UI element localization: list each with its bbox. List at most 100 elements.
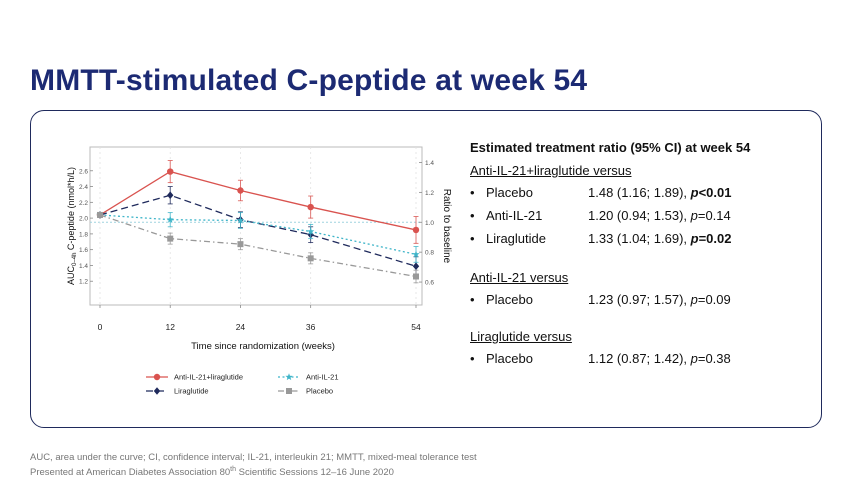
stats-group-label: Liraglutide versus	[470, 329, 572, 344]
estimate-value: 1.23 (0.97; 1.57), p=0.09	[588, 288, 731, 311]
stats-row: • Liraglutide 1.33 (1.04; 1.69), p=0.02	[470, 227, 790, 250]
data-point	[237, 241, 244, 248]
stats-row: • Anti-IL-21 1.20 (0.94; 1.53), p=0.14	[470, 204, 790, 227]
footer-presented-sup: th	[230, 466, 236, 473]
y2-tick-label: 0.8	[425, 250, 434, 257]
footer-presented-text-2: Scientific Sessions 12–16 June 2020	[236, 467, 394, 479]
bullet: •	[470, 208, 475, 223]
comparator-label: Liraglutide	[486, 231, 546, 246]
legend-swatch-marker	[285, 373, 293, 381]
estimate-ci: 1.48 (1.16; 1.89),	[588, 185, 691, 200]
stats-panel: Estimated treatment ratio (95% CI) at we…	[470, 136, 790, 370]
p-value-number: =0.14	[697, 208, 731, 223]
y-tick-label: 1.8	[79, 231, 88, 238]
x-tick-label: 0	[98, 322, 103, 332]
estimate-ci: 1.33 (1.04; 1.69),	[588, 231, 691, 246]
comparator-label: Placebo	[486, 351, 533, 366]
x-tick-label: 12	[165, 322, 175, 332]
legend-label: Placebo	[306, 387, 333, 396]
p-value: p<0.01	[691, 185, 732, 200]
estimate-value: 1.33 (1.04; 1.69), p=0.02	[588, 227, 731, 250]
footer-presented-text: Presented at American Diabetes Associati…	[30, 467, 231, 479]
p-value-number: =0.09	[697, 292, 731, 307]
comparator-label: Placebo	[486, 185, 533, 200]
comparator-label: Anti-IL-21	[486, 208, 543, 223]
y-tick-label: 2.2	[79, 200, 88, 207]
comparator-label: Placebo	[486, 292, 533, 307]
footer: AUC, area under the curve; CI, confidenc…	[30, 452, 477, 479]
footer-abbreviations: AUC, area under the curve; CI, confidenc…	[30, 452, 477, 463]
estimate-value: 1.20 (0.94; 1.53), p=0.14	[588, 204, 731, 227]
data-point	[413, 273, 419, 280]
data-point	[236, 216, 245, 224]
p-value-label: p	[690, 185, 699, 200]
stats-group-label: Anti-IL-21+liraglutide versus	[470, 163, 632, 178]
data-point	[307, 255, 314, 262]
stats-row: • Placebo 1.48 (1.16; 1.89), p<0.01	[470, 181, 790, 204]
legend-label: Anti-IL-21+liraglutide	[174, 373, 243, 382]
y2-axis-label: Ratio to baseline	[441, 189, 452, 264]
data-point	[307, 227, 315, 235]
estimate-ci: 1.23 (0.97; 1.57),	[588, 292, 691, 307]
series-line	[99, 170, 417, 231]
estimate-ci: 1.12 (0.87; 1.42),	[588, 351, 691, 366]
stats-groups: Anti-IL-21+liraglutide versus • Placebo 1.4…	[470, 161, 790, 370]
estimate-value: 1.48 (1.16; 1.89), p<0.01	[588, 181, 731, 204]
line-chart: 1.21.41.61.82.02.22.42.60.60.81.01.21.40…	[66, 146, 452, 396]
legend-swatch-marker	[153, 373, 161, 381]
data-point	[167, 235, 174, 242]
y-tick-label: 1.2	[79, 279, 88, 286]
estimate-ci: 1.20 (0.94; 1.53),	[588, 208, 691, 223]
data-point	[412, 250, 420, 258]
data-point	[166, 215, 174, 223]
x-tick-label: 36	[306, 322, 316, 332]
y-axis-label-sub: 0–4h	[72, 253, 78, 266]
x-axis-label: Time since randomization (weeks)	[191, 341, 335, 352]
data-point	[412, 262, 420, 271]
data-point	[167, 168, 174, 175]
y-axis-label-rest: C-peptide (nmol*h/L)	[66, 167, 76, 253]
stats-group: Anti-IL-21+liraglutide versus • Placebo 1.4…	[470, 161, 790, 250]
legend-swatch-marker	[153, 387, 161, 395]
p-value-label: p	[690, 231, 699, 246]
slide-title: MMTT-stimulated C-peptide at week 54	[30, 64, 588, 97]
series-line	[99, 214, 417, 278]
stats-row: • Placebo 1.23 (0.97; 1.57), p=0.09	[470, 288, 790, 311]
stats-group-label: Anti-IL-21 versus	[470, 270, 569, 285]
p-value: p=0.14	[691, 208, 731, 223]
y2-tick-label: 0.6	[425, 280, 434, 287]
p-value-label: p	[690, 292, 698, 307]
y2-tick-label: 1.2	[425, 190, 434, 197]
data-point	[307, 203, 314, 211]
y-axis-label: AUC0–4h C-peptide (nmol*h/L)	[66, 167, 78, 285]
p-value-number: =0.38	[697, 351, 731, 366]
p-value-number: =0.02	[698, 231, 732, 246]
bullet: •	[470, 231, 475, 246]
y-tick-label: 2.4	[79, 184, 88, 191]
stats-heading: Estimated treatment ratio (95% CI) at we…	[470, 140, 751, 155]
y-tick-label: 2.6	[79, 168, 88, 175]
bullet: •	[470, 351, 475, 366]
stats-row: • Placebo 1.12 (0.87; 1.42), p=0.38	[470, 347, 790, 370]
y-tick-label: 1.4	[79, 263, 88, 270]
legend-swatch-marker	[286, 388, 292, 394]
bullet: •	[470, 185, 475, 200]
x-tick-label: 54	[411, 322, 421, 332]
y2-tick-label: 1.4	[425, 160, 434, 167]
bullet: •	[470, 292, 475, 307]
series-line	[99, 214, 417, 256]
x-tick-label: 24	[236, 322, 246, 332]
p-value-number: <0.01	[698, 185, 732, 200]
y-tick-label: 1.6	[79, 247, 88, 254]
legend-label: Liraglutide	[174, 387, 209, 396]
stats-group: Anti-IL-21 versus • Placebo 1.23 (0.97; 1.5…	[470, 268, 790, 311]
p-value: p=0.09	[691, 292, 731, 307]
stats-group: Liraglutide versus • Placebo 1.12 (0.87; 1.…	[470, 327, 790, 370]
legend-label: Anti-IL-21	[306, 373, 339, 382]
p-value-label: p	[690, 208, 698, 223]
data-point	[97, 211, 103, 218]
footer-presented: Presented at American Diabetes Associati…	[30, 464, 477, 479]
data-point	[237, 187, 244, 194]
y-axis-label-main: AUC	[66, 265, 76, 285]
y-tick-label: 2.0	[79, 216, 88, 223]
